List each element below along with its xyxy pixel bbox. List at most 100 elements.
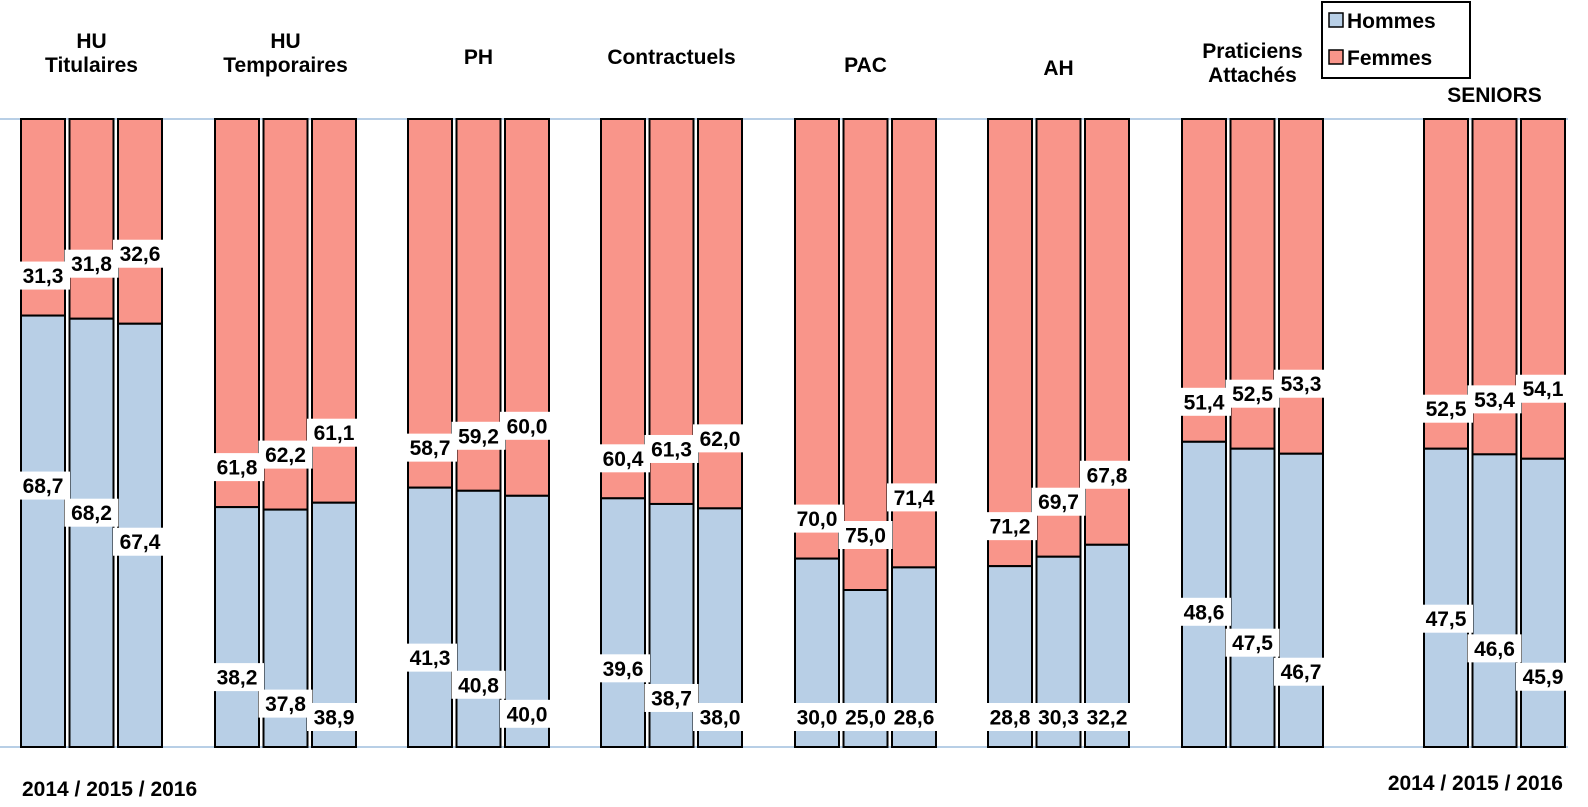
data-label-hommes: 41,3 [403, 643, 457, 672]
data-label-femmes-text: 67,8 [1087, 464, 1128, 487]
data-label-femmes-text: 61,1 [314, 422, 355, 445]
data-label-femmes: 58,7 [403, 433, 457, 462]
data-label-femmes-bg [210, 453, 264, 482]
data-label-femmes: 71,4 [887, 483, 941, 512]
data-label-hommes-text: 28,8 [990, 707, 1031, 730]
data-label-hommes-text: 38,7 [651, 687, 692, 710]
data-label-femmes-text: 60,4 [603, 448, 644, 471]
data-label-femmes: 53,3 [1274, 369, 1328, 398]
data-label-femmes: 61,3 [644, 434, 699, 463]
data-label-femmes-text: 61,8 [217, 457, 258, 480]
data-label-femmes-text: 31,3 [23, 265, 64, 288]
data-label-hommes-bg [1274, 657, 1328, 686]
data-label-femmes: 31,8 [64, 249, 119, 278]
bar-hommes [68, 317, 115, 748]
bar-hommes [1423, 447, 1469, 748]
data-label-hommes-bg [210, 663, 264, 692]
data-label-hommes-text: 37,8 [265, 693, 306, 716]
data-label-hommes: 45,9 [1516, 662, 1570, 691]
data-label-hommes: 28,6 [887, 703, 941, 731]
data-label-hommes-text: 67,4 [120, 531, 161, 554]
data-label-femmes-bg [1080, 460, 1134, 489]
footer-years-left: 2014 / 2015 / 2016 [22, 778, 197, 801]
data-label-femmes: 32,6 [113, 239, 167, 268]
data-label-femmes-text: 59,2 [458, 425, 499, 448]
data-label-hommes: 40,0 [500, 699, 554, 728]
data-label-femmes-text: 60,0 [507, 415, 548, 438]
data-label-femmes-bg [1177, 387, 1231, 416]
data-label-femmes-bg [258, 440, 313, 469]
labels-layer: 68,7 31,3 68,2 31,8 67,4 32,6 38,2 61,8 37,8 62,2… [16, 239, 1570, 731]
category-label: Contractuels [607, 46, 735, 69]
bar-hommes [407, 486, 453, 748]
data-label-hommes-text: 38,0 [700, 707, 741, 730]
data-label-hommes-text: 46,6 [1474, 638, 1515, 661]
category-label: SENIORS [1447, 84, 1542, 107]
bar-femmes [1278, 118, 1324, 455]
data-label-hommes-bg [596, 654, 650, 683]
data-label-femmes-text: 71,4 [894, 487, 935, 510]
data-label-hommes-text: 45,9 [1523, 666, 1564, 689]
data-label-hommes: 25,0 [838, 703, 893, 731]
data-label-femmes-bg [1274, 369, 1328, 398]
bar-femmes [117, 118, 163, 325]
data-label-femmes: 31,3 [16, 261, 70, 290]
data-label-hommes-bg [113, 527, 167, 556]
data-label-hommes-bg [1177, 597, 1231, 626]
data-label-hommes-bg [403, 643, 457, 672]
bar-femmes [214, 118, 260, 509]
bar-femmes [600, 118, 646, 500]
category-label: AH [1043, 57, 1073, 80]
data-label-hommes: 28,8 [983, 703, 1037, 731]
data-label-femmes-text: 53,3 [1281, 373, 1322, 396]
data-label-hommes-bg [1225, 628, 1280, 657]
data-label-hommes-bg [1516, 662, 1570, 691]
bar-hommes [214, 506, 260, 748]
legend-swatch-femmes [1328, 49, 1344, 65]
data-label-femmes-bg [1419, 394, 1473, 423]
data-label-femmes-text: 31,8 [71, 253, 112, 276]
data-label-hommes: 37,8 [258, 689, 313, 718]
data-label-hommes: 68,7 [16, 471, 70, 500]
data-label-hommes-bg [64, 498, 119, 527]
data-label-femmes-bg [983, 512, 1037, 541]
data-label-femmes: 69,7 [1031, 487, 1086, 516]
data-label-femmes-text: 51,4 [1184, 391, 1225, 414]
data-label-hommes-text: 47,5 [1426, 608, 1467, 631]
legend-label-femmes: Femmes [1347, 47, 1432, 70]
data-label-femmes-bg [1031, 487, 1086, 516]
data-label-femmes-text: 62,0 [700, 428, 741, 451]
legend-swatch-hommes [1328, 12, 1344, 28]
data-label-hommes-text: 38,9 [314, 707, 355, 730]
data-label-hommes-bg [307, 703, 361, 731]
data-label-hommes-text: 30,0 [797, 707, 838, 730]
data-label-hommes-bg [887, 703, 941, 731]
data-label-hommes: 46,6 [1467, 634, 1522, 663]
data-label-hommes-bg [500, 699, 554, 728]
data-label-hommes-text: 25,0 [845, 707, 886, 730]
category-label: PAC [844, 54, 887, 77]
data-label-hommes-bg [451, 670, 506, 699]
data-label-hommes: 47,5 [1225, 628, 1280, 657]
category-label: Praticiens [1202, 40, 1302, 63]
data-label-hommes-bg [790, 703, 844, 731]
data-label-femmes: 70,0 [790, 504, 844, 533]
data-label-femmes: 52,5 [1419, 394, 1473, 423]
data-label-hommes-text: 47,5 [1232, 632, 1273, 655]
category-label: PH [464, 46, 493, 69]
bar-hommes [1181, 440, 1227, 748]
data-label-femmes-text: 52,5 [1232, 383, 1273, 406]
data-label-femmes: 59,2 [451, 421, 506, 450]
bar-hommes [455, 489, 502, 748]
data-label-hommes-text: 38,2 [217, 667, 258, 690]
data-label-femmes-bg [307, 418, 361, 447]
data-label-hommes: 38,7 [644, 683, 699, 712]
data-label-hommes-bg [1467, 634, 1522, 663]
data-label-femmes: 51,4 [1177, 387, 1231, 416]
data-label-hommes-text: 28,6 [894, 707, 935, 730]
data-label-hommes-bg [1031, 703, 1086, 731]
data-label-femmes-bg [887, 483, 941, 512]
data-label-femmes-bg [64, 249, 119, 278]
data-label-femmes: 60,4 [596, 444, 650, 473]
data-label-hommes: 38,0 [693, 703, 747, 731]
